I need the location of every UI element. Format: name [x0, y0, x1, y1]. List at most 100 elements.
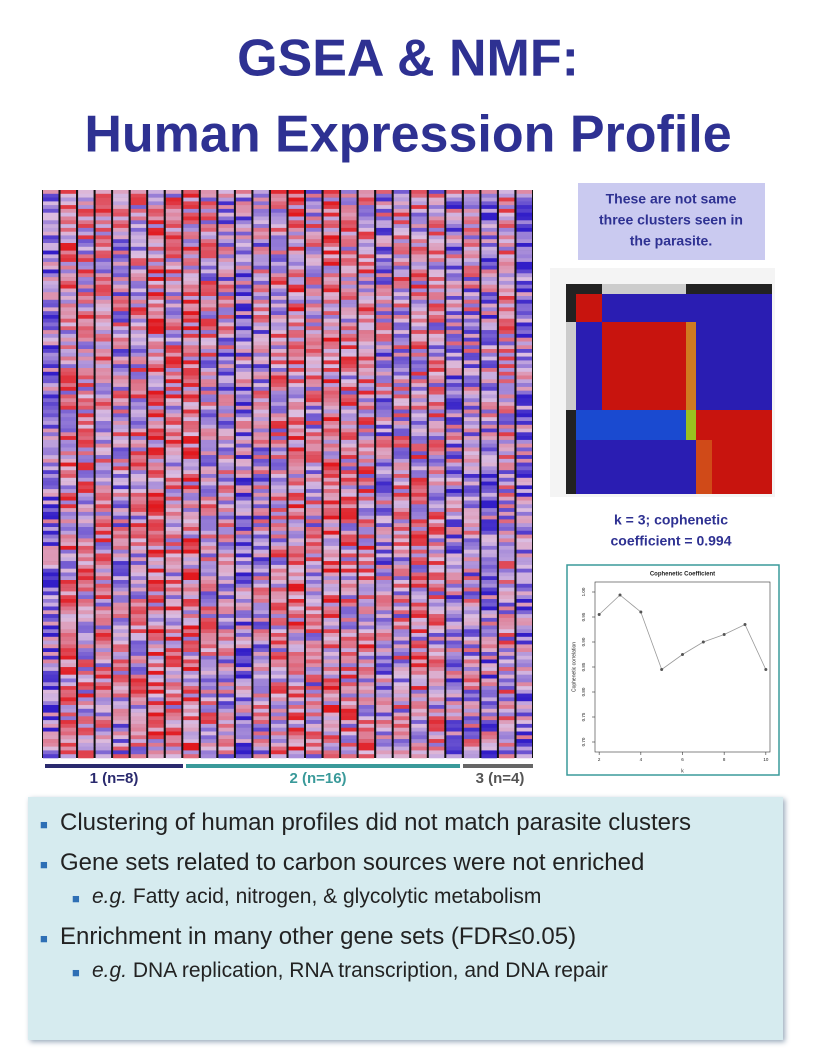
heatmap-cell: [393, 405, 410, 410]
heatmap-cell: [306, 648, 322, 653]
heatmap-cell: [341, 386, 357, 391]
heatmap-cell: [235, 379, 252, 384]
heatmap-cell: [253, 727, 269, 732]
heatmap-cell: [95, 341, 112, 346]
heatmap-cell: [463, 621, 480, 626]
heatmap-cell: [481, 379, 497, 384]
heatmap-cell: [218, 409, 234, 414]
heatmap-cell: [428, 315, 445, 320]
heatmap-cell: [376, 190, 392, 195]
heatmap-cell: [411, 458, 427, 463]
heatmap-cell: [498, 303, 515, 308]
heatmap-cell: [130, 254, 147, 259]
heatmap-cell: [95, 345, 112, 350]
heatmap-cell: [498, 686, 515, 691]
heatmap-cell: [516, 670, 532, 675]
heatmap-cell: [60, 693, 76, 698]
heatmap-cell: [60, 364, 76, 369]
heatmap-cell: [200, 553, 217, 558]
heatmap-cell: [200, 568, 217, 573]
heatmap-cell: [481, 409, 497, 414]
heatmap-cell: [95, 606, 112, 611]
heatmap-cell: [183, 451, 199, 456]
heatmap-cell: [43, 659, 59, 664]
heatmap-cell: [393, 523, 410, 528]
heatmap-cell: [306, 273, 322, 278]
heatmap-cell: [428, 424, 445, 429]
heatmap-cell: [358, 458, 375, 463]
heatmap-cell: [218, 190, 234, 195]
heatmap-cell: [516, 239, 532, 244]
heatmap-cell: [411, 197, 427, 202]
heatmap-cell: [235, 508, 252, 513]
heatmap-cell: [130, 644, 147, 649]
heatmap-cell: [78, 606, 94, 611]
heatmap-cell: [393, 250, 410, 255]
heatmap-cell: [341, 258, 357, 263]
heatmap-cell: [498, 595, 515, 600]
heatmap-cell: [95, 227, 112, 232]
heatmap-cell: [183, 644, 199, 649]
heatmap-cell: [498, 519, 515, 524]
heatmap-cell: [218, 648, 234, 653]
heatmap-cell: [271, 614, 287, 619]
heatmap-cell: [235, 564, 252, 569]
heatmap-cell: [271, 413, 287, 418]
heatmap-cell: [498, 640, 515, 645]
heatmap-cell: [218, 432, 234, 437]
heatmap-cell: [235, 712, 252, 717]
heatmap-cell: [516, 481, 532, 486]
heatmap-cell: [218, 659, 234, 664]
heatmap-cell: [463, 296, 480, 301]
heatmap-cell: [481, 583, 497, 588]
heatmap-cell: [393, 254, 410, 259]
heatmap-cell: [95, 455, 112, 460]
heatmap-cell: [78, 697, 94, 702]
heatmap-cell: [235, 742, 252, 747]
heatmap-cell: [235, 341, 252, 346]
heatmap-cell: [341, 227, 357, 232]
heatmap-cell: [323, 265, 340, 270]
heatmap-cell: [376, 731, 392, 736]
heatmap-cell: [95, 697, 112, 702]
heatmap-cell: [411, 686, 427, 691]
heatmap-cell: [323, 689, 340, 694]
heatmap-cell: [376, 307, 392, 312]
heatmap-cell: [446, 254, 462, 259]
heatmap-cell: [271, 583, 287, 588]
heatmap-cell: [481, 580, 497, 585]
heatmap-cell: [411, 439, 427, 444]
heatmap-cell: [323, 720, 340, 725]
heatmap-cell: [218, 602, 234, 607]
heatmap-cell: [376, 474, 392, 479]
heatmap-cell: [358, 636, 375, 641]
heatmap-cell: [376, 356, 392, 361]
heatmap-cell: [148, 705, 164, 710]
heatmap-cell: [411, 333, 427, 338]
heatmap-cell: [498, 474, 515, 479]
heatmap-cell: [183, 390, 199, 395]
heatmap-cell: [43, 670, 59, 675]
heatmap-cell: [148, 462, 164, 467]
heatmap-cell: [148, 352, 164, 357]
heatmap-cell: [516, 280, 532, 285]
heatmap-cell: [43, 330, 59, 335]
heatmap-cell: [271, 371, 287, 376]
heatmap-cell: [498, 231, 515, 236]
heatmap-cell: [271, 451, 287, 456]
heatmap-cell: [393, 231, 410, 236]
heatmap-cell: [358, 352, 375, 357]
heatmap-cell: [498, 277, 515, 282]
heatmap-cell: [165, 686, 182, 691]
heatmap-cell: [393, 216, 410, 221]
heatmap-cell: [60, 576, 76, 581]
heatmap-cell: [288, 568, 304, 573]
heatmap-cell: [376, 349, 392, 354]
heatmap-cell: [288, 368, 304, 373]
heatmap-cell: [43, 315, 59, 320]
heatmap-cell: [516, 477, 532, 482]
heatmap-cell: [95, 750, 112, 755]
heatmap-cell: [358, 716, 375, 721]
heatmap-cell: [165, 284, 182, 289]
